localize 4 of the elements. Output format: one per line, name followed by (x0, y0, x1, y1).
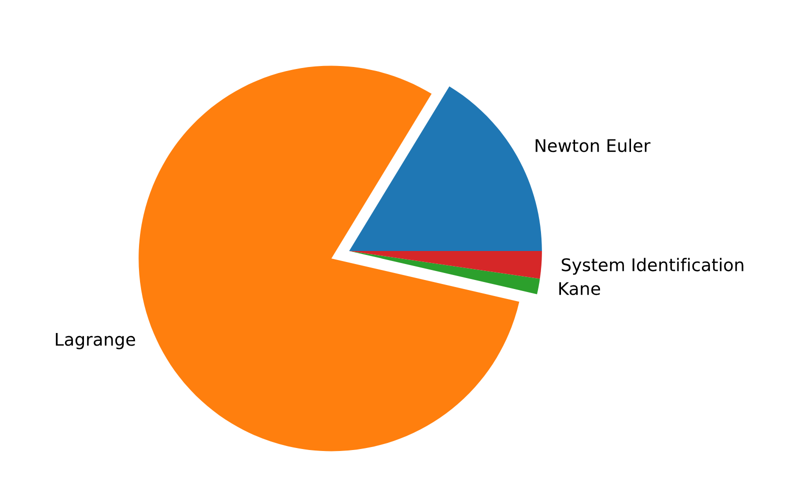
slice-label: Lagrange (56, 332, 136, 350)
slice-label: Newton Euler (536, 138, 650, 152)
slice-label: Kane (559, 282, 600, 296)
slice-label: System Identification (562, 258, 744, 275)
